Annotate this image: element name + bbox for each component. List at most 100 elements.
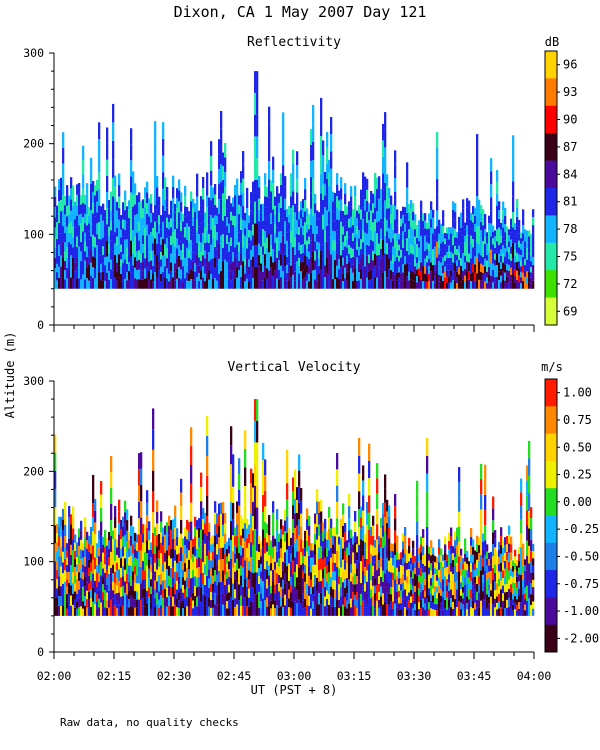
heatmap-cell: [94, 545, 97, 558]
heatmap-cell: [526, 510, 529, 526]
heatmap-cell: [524, 259, 527, 265]
heatmap-cell: [254, 179, 257, 202]
heatmap-cell: [386, 197, 389, 209]
heatmap-cell: [294, 271, 297, 281]
heatmap-cell: [372, 585, 375, 596]
heatmap-cell: [392, 271, 395, 281]
heatmap-cell: [476, 257, 479, 274]
heatmap-cell: [412, 203, 415, 212]
heatmap-cell: [266, 227, 269, 238]
heatmap-cell: [482, 549, 485, 559]
heatmap-cell: [118, 499, 121, 512]
heatmap-cell: [108, 279, 111, 289]
heatmap-cell: [194, 211, 197, 221]
heatmap-cell: [374, 577, 377, 586]
heatmap-cell: [238, 223, 241, 233]
heatmap-cell: [356, 584, 359, 592]
heatmap-cell: [400, 590, 403, 597]
heatmap-cell: [452, 262, 455, 272]
heatmap-cell: [228, 545, 231, 554]
heatmap-cell: [208, 252, 211, 262]
heatmap-cell: [516, 252, 519, 262]
heatmap-cell: [442, 218, 445, 226]
heatmap-cell: [254, 92, 257, 115]
heatmap-cell: [442, 554, 445, 561]
x-tick-label: 02:00: [37, 669, 72, 683]
heatmap-cell: [224, 554, 227, 565]
heatmap-cell: [240, 575, 243, 586]
heatmap-cell: [80, 558, 83, 569]
heatmap-cell: [60, 200, 63, 212]
heatmap-cell: [400, 577, 403, 585]
heatmap-cell: [386, 534, 389, 547]
heatmap-cell: [418, 581, 421, 589]
heatmap-cell: [512, 582, 515, 589]
heatmap-cell: [382, 272, 385, 289]
heatmap-cell: [344, 578, 347, 589]
heatmap-cell: [394, 542, 397, 555]
heatmap-cell: [278, 533, 281, 542]
heatmap-cell: [404, 589, 407, 599]
heatmap-cell: [390, 557, 393, 566]
heatmap-cell: [216, 207, 219, 216]
heatmap-cell: [214, 535, 217, 548]
heatmap-cell: [114, 266, 117, 278]
heatmap-cell: [450, 536, 453, 546]
heatmap-cell: [530, 245, 533, 251]
heatmap-cell: [366, 593, 369, 605]
heatmap-cell: [376, 277, 379, 289]
heatmap-cell: [278, 260, 281, 270]
heatmap-cell: [284, 520, 287, 532]
heatmap-cell: [320, 534, 323, 547]
heatmap-cell: [466, 563, 469, 571]
heatmap-cell: [88, 207, 91, 216]
heatmap-cell: [328, 185, 331, 199]
heatmap-cell: [304, 539, 307, 548]
heatmap-cell: [472, 562, 475, 570]
heatmap-cell: [464, 538, 467, 547]
footer-note: Raw data, no quality checks: [60, 716, 239, 729]
heatmap-cell: [268, 535, 271, 546]
heatmap-cell: [56, 272, 59, 281]
heatmap-cell: [496, 563, 499, 571]
heatmap-cell: [392, 204, 395, 213]
heatmap-cell: [412, 211, 415, 221]
heatmap-cell: [376, 570, 379, 586]
heatmap-cell: [114, 277, 117, 289]
heatmap-cell: [100, 222, 103, 231]
heatmap-cell: [514, 229, 517, 237]
heatmap-cell: [520, 283, 523, 289]
heatmap-cell: [122, 536, 125, 547]
heatmap-cell: [404, 280, 407, 289]
heatmap-cell: [216, 595, 219, 606]
heatmap-cell: [424, 228, 427, 236]
heatmap-cell: [498, 245, 501, 254]
heatmap-cell: [162, 222, 165, 239]
heatmap-cell: [400, 210, 403, 219]
heatmap-cell: [240, 218, 243, 230]
heatmap-cell: [288, 230, 291, 240]
heatmap-cell: [204, 512, 207, 524]
heatmap-cell: [298, 234, 301, 243]
heatmap-cell: [494, 247, 497, 254]
heatmap-cell: [348, 253, 351, 263]
heatmap-cell: [82, 543, 85, 551]
heatmap-cell: [272, 262, 275, 276]
heatmap-cell: [394, 567, 397, 580]
heatmap-cell: [374, 242, 377, 254]
heatmap-cell: [266, 268, 269, 279]
heatmap-cell: [384, 165, 387, 183]
heatmap-cell: [468, 572, 471, 578]
heatmap-cell: [354, 216, 357, 227]
heatmap-cell: [508, 579, 511, 589]
heatmap-cell: [348, 542, 351, 555]
heatmap-cell: [186, 596, 189, 607]
heatmap-cell: [234, 580, 237, 590]
heatmap-cell: [470, 554, 473, 564]
heatmap-cell: [324, 586, 327, 597]
heatmap-cell: [448, 532, 451, 541]
heatmap-cell: [64, 270, 67, 280]
heatmap-cell: [70, 585, 73, 596]
heatmap-cell: [328, 572, 331, 584]
heatmap-cell: [280, 207, 283, 220]
